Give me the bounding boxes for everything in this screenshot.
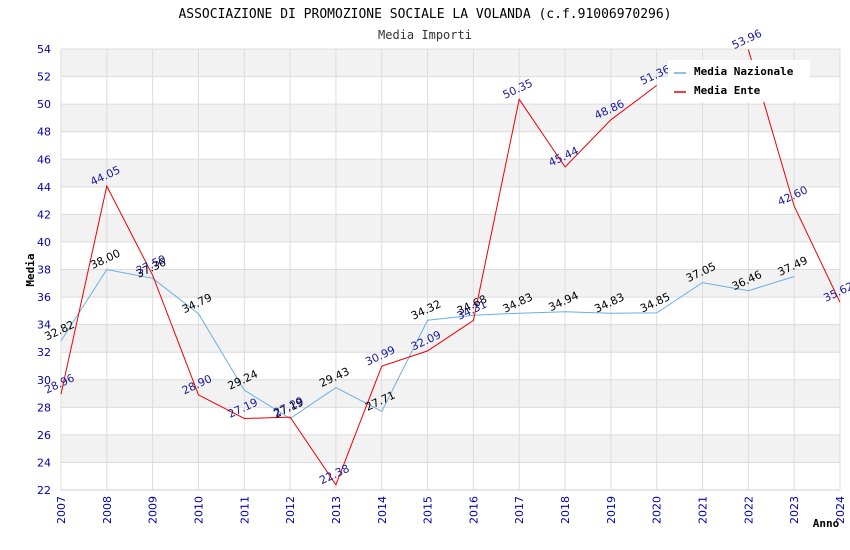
series-line-media-nazionale	[60, 268, 795, 420]
legend-box	[668, 60, 810, 102]
y-tick-label: 22	[37, 484, 51, 497]
background-bands	[61, 49, 840, 463]
x-axis-ticks: 2007 2008 2009 2010 2011 2012 2013 2014 2015 2016…	[55, 496, 847, 524]
y-tick-label: 42	[37, 208, 51, 221]
band	[61, 214, 840, 242]
y-tick-label: 40	[37, 236, 51, 249]
x-tick-label: 2017	[513, 496, 526, 524]
band	[61, 324, 840, 353]
data-label: 50.35	[501, 77, 535, 102]
y-tick-label: 46	[37, 153, 51, 166]
x-tick-label: 2009	[147, 496, 160, 524]
x-tick-label: 2007	[55, 496, 68, 524]
band	[61, 434, 840, 463]
x-tick-label: 2018	[559, 496, 572, 524]
y-tick-label: 44	[37, 181, 51, 194]
x-tick-label: 2022	[742, 496, 755, 524]
y-tick-label: 54	[37, 43, 51, 56]
y-tick-label: 34	[37, 319, 51, 332]
band	[61, 104, 840, 132]
y-tick-label: 52	[37, 71, 51, 84]
x-axis-label: Anno	[813, 517, 840, 530]
band	[61, 379, 840, 408]
y-axis-ticks: 22 24 26 28 30 32 34 36 38 40 42 44 46 48 50 52 54	[37, 43, 51, 497]
legend-label-media-nazionale: Media Nazionale	[694, 65, 794, 78]
y-tick-label: 36	[37, 291, 51, 304]
y-tick-label: 48	[37, 126, 51, 139]
x-tick-label: 2008	[101, 496, 114, 524]
grid-lines	[60, 48, 841, 491]
x-tick-label: 2015	[422, 496, 435, 524]
chart-title: ASSOCIAZIONE DI PROMOZIONE SOCIALE LA VO…	[178, 7, 671, 22]
x-tick-label: 2016	[467, 496, 480, 524]
x-tick-label: 2011	[238, 496, 251, 524]
y-tick-label: 50	[37, 98, 51, 111]
x-tick-label: 2013	[330, 496, 343, 524]
legend: Media Nazionale Media Ente	[668, 60, 810, 102]
x-tick-label: 2021	[697, 496, 710, 524]
y-tick-label: 24	[37, 456, 51, 469]
y-axis-label: Media	[24, 253, 37, 286]
x-tick-label: 2012	[284, 496, 297, 524]
y-tick-label: 26	[37, 429, 51, 442]
x-tick-label: 2023	[788, 496, 801, 524]
y-tick-label: 32	[37, 346, 51, 359]
x-tick-label: 2024	[834, 496, 847, 524]
chart-subtitle: Media Importi	[378, 28, 472, 42]
y-tick-label: 30	[37, 374, 51, 387]
band	[61, 269, 840, 298]
x-tick-label: 2019	[605, 496, 618, 524]
x-tick-label: 2010	[192, 496, 205, 524]
x-tick-label: 2020	[651, 496, 664, 524]
legend-label-media-ente: Media Ente	[694, 84, 761, 97]
x-tick-label: 2014	[376, 496, 389, 524]
data-label: 53.96	[730, 27, 764, 52]
data-label: 38.00	[88, 247, 122, 272]
y-tick-label: 38	[37, 264, 51, 277]
band	[61, 159, 840, 187]
y-tick-label: 28	[37, 401, 51, 414]
series-line-media-ente	[60, 85, 658, 486]
